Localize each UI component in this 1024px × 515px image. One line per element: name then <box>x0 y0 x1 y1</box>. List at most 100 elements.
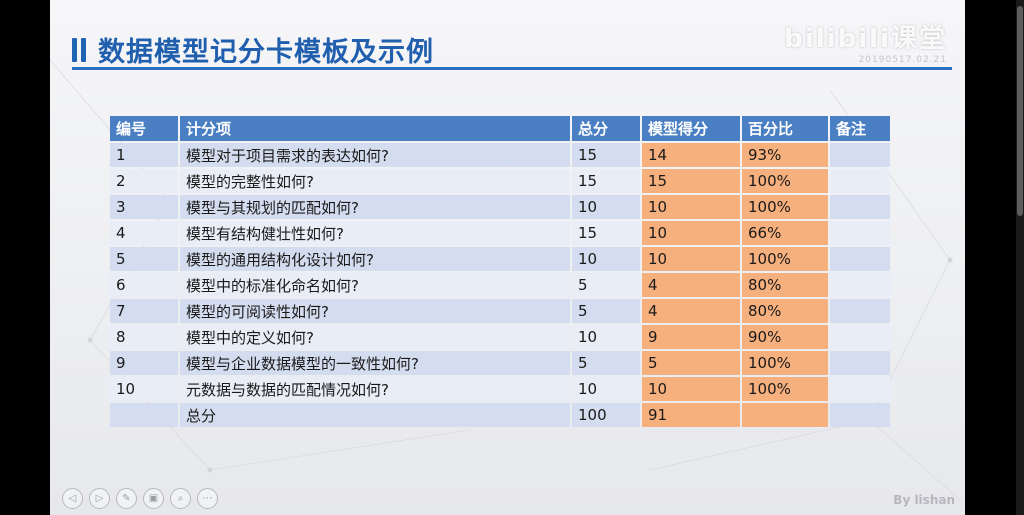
pen-icon[interactable]: ✎ <box>116 488 137 509</box>
table-total-row: 总分 100 91 <box>110 403 890 427</box>
cell-note <box>830 351 890 375</box>
cell-percent: 90% <box>742 325 828 349</box>
cell-percent: 100% <box>742 169 828 193</box>
cell-total: 10 <box>572 195 640 219</box>
title-divider <box>72 67 952 70</box>
scorecard-table: 编号 计分项 总分 模型得分 百分比 备注 1 模型对于项目需求的表达如何? 1… <box>108 114 892 429</box>
slide-title: 数据模型记分卡模板及示例 <box>98 37 434 68</box>
cell-model-score: 4 <box>642 299 740 323</box>
cell-item: 总分 <box>180 403 570 427</box>
cell-note <box>830 143 890 167</box>
cell-item: 模型中的定义如何? <box>180 325 570 349</box>
cell-percent: 93% <box>742 143 828 167</box>
header-model-score: 模型得分 <box>642 116 740 141</box>
cell-model-score: 9 <box>642 325 740 349</box>
next-icon[interactable]: ▷ <box>89 488 110 509</box>
cell-item: 模型的完整性如何? <box>180 169 570 193</box>
table-header-row: 编号 计分项 总分 模型得分 百分比 备注 <box>110 116 890 141</box>
table-row: 6 模型中的标准化命名如何? 5 4 80% <box>110 273 890 297</box>
table-row: 7 模型的可阅读性如何? 5 4 80% <box>110 299 890 323</box>
cell-percent: 100% <box>742 195 828 219</box>
cell-percent: 100% <box>742 247 828 271</box>
cell-item: 模型有结构健壮性如何? <box>180 221 570 245</box>
cell-id: 1 <box>110 143 178 167</box>
table-row: 2 模型的完整性如何? 15 15 100% <box>110 169 890 193</box>
cell-total: 5 <box>572 351 640 375</box>
cell-item: 元数据与数据的匹配情况如何? <box>180 377 570 401</box>
cell-item: 模型的可阅读性如何? <box>180 299 570 323</box>
header-id: 编号 <box>110 116 178 141</box>
cell-model-score: 10 <box>642 247 740 271</box>
cell-total: 10 <box>572 377 640 401</box>
table-row: 8 模型中的定义如何? 10 9 90% <box>110 325 890 349</box>
cell-item: 模型中的标准化命名如何? <box>180 273 570 297</box>
slideshow-controls: ◁ ▷ ✎ ▣ ⌕ ⋯ <box>62 488 218 509</box>
cell-percent: 66% <box>742 221 828 245</box>
table-row: 3 模型与其规划的匹配如何? 10 10 100% <box>110 195 890 219</box>
slide-title-bar: 数据模型记分卡模板及示例 <box>72 30 434 69</box>
table-row: 1 模型对于项目需求的表达如何? 15 14 93% <box>110 143 890 167</box>
cell-model-score: 5 <box>642 351 740 375</box>
cell-note <box>830 247 890 271</box>
cell-id: 8 <box>110 325 178 349</box>
header-percent: 百分比 <box>742 116 828 141</box>
cell-item: 模型与其规划的匹配如何? <box>180 195 570 219</box>
cell-id: 5 <box>110 247 178 271</box>
cell-total: 10 <box>572 325 640 349</box>
more-icon[interactable]: ⋯ <box>197 488 218 509</box>
cell-id: 2 <box>110 169 178 193</box>
cell-total: 15 <box>572 143 640 167</box>
scrollbar-thumb[interactable] <box>1017 6 1023 216</box>
table-row: 4 模型有结构健壮性如何? 15 10 66% <box>110 221 890 245</box>
cell-model-score: 10 <box>642 221 740 245</box>
header-item: 计分项 <box>180 116 570 141</box>
cell-percent: 100% <box>742 377 828 401</box>
table-row: 9 模型与企业数据模型的一致性如何? 5 5 100% <box>110 351 890 375</box>
prev-icon[interactable]: ◁ <box>62 488 83 509</box>
cell-id: 6 <box>110 273 178 297</box>
cell-model-score: 10 <box>642 377 740 401</box>
cell-percent: 80% <box>742 299 828 323</box>
cell-item: 模型对于项目需求的表达如何? <box>180 143 570 167</box>
cell-id: 10 <box>110 377 178 401</box>
cell-total: 15 <box>572 221 640 245</box>
cell-total: 5 <box>572 299 640 323</box>
cell-id: 3 <box>110 195 178 219</box>
cell-total: 15 <box>572 169 640 193</box>
watermark-subtext: 20190517.02.21 <box>858 55 947 65</box>
header-total: 总分 <box>572 116 640 141</box>
cell-model-score: 10 <box>642 195 740 219</box>
title-bars-icon <box>72 37 86 62</box>
header-note: 备注 <box>830 116 890 141</box>
cell-item: 模型与企业数据模型的一致性如何? <box>180 351 570 375</box>
platform-watermark: bilibili课堂 20190517.02.21 <box>784 18 947 65</box>
cell-id: 9 <box>110 351 178 375</box>
cell-id <box>110 403 178 427</box>
cell-note <box>830 299 890 323</box>
cell-note <box>830 195 890 219</box>
cell-percent <box>742 403 828 427</box>
cell-model-score: 15 <box>642 169 740 193</box>
cell-id: 7 <box>110 299 178 323</box>
cell-id: 4 <box>110 221 178 245</box>
author-credit: By lishan <box>893 493 955 507</box>
cell-note <box>830 169 890 193</box>
cell-percent: 80% <box>742 273 828 297</box>
slides-icon[interactable]: ▣ <box>143 488 164 509</box>
cell-note <box>830 403 890 427</box>
cell-note <box>830 377 890 401</box>
vertical-scrollbar[interactable] <box>1016 0 1024 515</box>
table-row: 5 模型的通用结构化设计如何? 10 10 100% <box>110 247 890 271</box>
zoom-icon[interactable]: ⌕ <box>170 488 191 509</box>
cell-note <box>830 325 890 349</box>
cell-total: 100 <box>572 403 640 427</box>
cell-total: 10 <box>572 247 640 271</box>
watermark-text: bilibili课堂 <box>784 24 947 54</box>
cell-total: 5 <box>572 273 640 297</box>
presentation-slide: 数据模型记分卡模板及示例 bilibili课堂 20190517.02.21 编… <box>50 0 965 515</box>
cell-model-score: 4 <box>642 273 740 297</box>
cell-model-score: 14 <box>642 143 740 167</box>
cell-item: 模型的通用结构化设计如何? <box>180 247 570 271</box>
table-row: 10 元数据与数据的匹配情况如何? 10 10 100% <box>110 377 890 401</box>
cell-percent: 100% <box>742 351 828 375</box>
